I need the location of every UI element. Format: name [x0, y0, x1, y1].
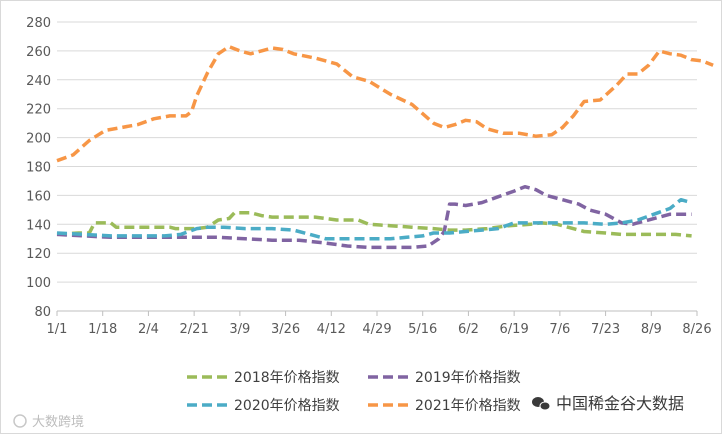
x-tick-label: 6/2	[458, 322, 479, 337]
x-tick-label: 3/26	[271, 322, 300, 337]
y-tick-label: 200	[26, 132, 51, 147]
series-line	[56, 44, 714, 163]
series-line	[56, 184, 692, 250]
legend-label: 2018年价格指数	[234, 370, 340, 386]
x-tick-label: 2/21	[180, 322, 209, 337]
y-tick-label: 80	[34, 305, 51, 320]
y-tick-label: 260	[26, 45, 51, 60]
legend: 2018年价格指数 2019年价格指数 2020年价格指数 2021年价格指数	[187, 370, 521, 414]
x-tick-label: 8/9	[641, 322, 662, 337]
x-tick-label: 1/18	[88, 322, 117, 337]
x-tick-label: 5/16	[408, 322, 437, 337]
x-tick-label: 6/19	[500, 322, 529, 337]
y-tick-label: 180	[26, 161, 51, 176]
legend-label: 2020年价格指数	[234, 398, 340, 414]
x-tick-label: 4/29	[362, 322, 391, 337]
x-tick-label: 1/1	[47, 322, 68, 337]
x-tick-label: 7/23	[591, 322, 620, 337]
watermark-left-text: 大数跨境	[32, 415, 84, 430]
x-tick-label: 7/6	[549, 322, 570, 337]
y-tick-label: 240	[26, 74, 51, 89]
watermark-right-text: 中国稀金谷大数据	[556, 394, 684, 413]
x-tick-label: 3/9	[229, 322, 250, 337]
y-tick-label: 280	[26, 16, 51, 31]
legend-label: 2021年价格指数	[415, 398, 521, 414]
watermark-left: 大数跨境	[13, 414, 84, 430]
y-tick-label: 220	[26, 103, 51, 118]
y-tick-label: 160	[26, 189, 51, 204]
wechat-icon	[532, 397, 551, 411]
y-tick-label: 100	[26, 276, 51, 291]
y-tick-label: 140	[26, 218, 51, 233]
y-axis-ticks: 80 100 120 140 160 180 200 220 240 260 280	[26, 16, 51, 320]
x-tick-label: 4/12	[317, 322, 346, 337]
y-tick-label: 120	[26, 247, 51, 262]
x-tick-label: 2/4	[138, 322, 159, 337]
gridlines	[57, 21, 697, 283]
series-line	[56, 197, 693, 241]
watermark-left-icon	[13, 414, 27, 428]
series-lines	[56, 44, 714, 250]
legend-label: 2019年价格指数	[415, 370, 521, 386]
watermark-right: 中国稀金谷大数据	[532, 394, 684, 413]
x-axis-ticks: 1/1 1/18 2/4 2/21 3/9 3/26 4/12 4/29 5/16 6/2 6/19…	[47, 311, 712, 337]
x-tick-label: 8/26	[682, 322, 711, 337]
